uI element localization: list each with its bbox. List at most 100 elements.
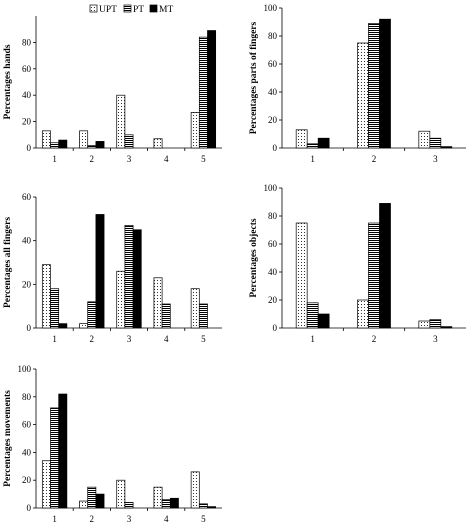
y-tick-label: 80	[22, 37, 32, 47]
bar-mt-1	[58, 323, 68, 329]
y-axis-label: Percentages all fingers	[3, 217, 13, 308]
bar-upt-4	[153, 486, 163, 509]
x-tick-label: 1	[52, 154, 57, 164]
legend-label-upt: UPT	[99, 5, 117, 15]
y-tick-label: 80	[268, 211, 278, 221]
legend-swatch-upt	[89, 4, 98, 13]
bar-upt-1	[295, 129, 308, 149]
bar-pt-3	[124, 134, 134, 149]
bar-upt-3	[116, 479, 126, 509]
legend-item-pt: PT	[123, 4, 144, 15]
bar-upt-2	[357, 299, 369, 329]
legend-label-pt: PT	[133, 5, 144, 15]
y-tick-label: 0	[27, 323, 32, 333]
x-tick-label: 1	[310, 154, 315, 164]
bar-mt-3	[132, 229, 142, 329]
panel-parts-of-fingers: 0 20 40 60 80 100 Percentages parts of fingers…	[249, 3, 466, 164]
y-tick-label: 0	[27, 143, 32, 153]
bar-pt-2	[87, 145, 97, 149]
legend: UPT PT MT	[89, 4, 173, 15]
y-tick-label: 40	[268, 267, 278, 277]
y-axis-label: Percentages parts of fingers	[249, 21, 259, 134]
bar-mt-1	[317, 313, 330, 329]
bar-mt-5	[207, 506, 217, 509]
bar-upt-4	[153, 277, 163, 329]
bar-mt-5	[207, 30, 217, 149]
bar-mt-1	[58, 393, 68, 509]
y-tick-label: 60	[268, 239, 278, 249]
y-tick-label: 20	[22, 117, 32, 127]
bar-pt-1	[306, 302, 319, 329]
bar-mt-4	[169, 497, 179, 509]
x-tick-label: 4	[164, 334, 169, 344]
bar-pt-2	[87, 301, 97, 329]
x-tick-label: 2	[90, 154, 95, 164]
bar-pt-1	[50, 288, 60, 329]
y-tick-label: 60	[268, 59, 278, 69]
bar-upt-2	[79, 500, 89, 509]
y-tick-label: 0	[27, 503, 32, 513]
y-tick-label: 0	[273, 143, 278, 153]
bar-pt-4	[161, 499, 171, 509]
bar-upt-5	[190, 112, 200, 149]
y-tick-label: 20	[22, 475, 32, 485]
y-axis-label: Percentages movements	[3, 390, 13, 487]
legend-label-mt: MT	[159, 5, 173, 15]
x-tick-label: 5	[201, 334, 206, 344]
x-tick-label: 1	[52, 514, 57, 524]
y-axis-label: Percentages objects	[249, 218, 259, 298]
x-tick-label: 5	[201, 154, 206, 164]
y-tick-label: 20	[22, 279, 32, 289]
bar-upt-2	[79, 323, 89, 329]
y-tick-label: 80	[22, 392, 32, 402]
y-tick-label: 100	[264, 3, 278, 13]
y-tick-label: 40	[22, 447, 32, 457]
y-tick-label: 60	[22, 192, 32, 202]
legend-swatch-mt	[149, 4, 158, 13]
x-tick-label: 1	[52, 334, 57, 344]
legend-item-mt: MT	[149, 4, 173, 15]
x-tick-label: 1	[310, 334, 315, 344]
x-tick-label: 3	[127, 514, 132, 524]
x-tick-label: 3	[433, 334, 438, 344]
panel-movements: 0 20 40 60 80 100 Percentages movements 1 2 3 4 5	[3, 364, 222, 524]
x-tick-label: 4	[164, 514, 169, 524]
bar-pt-3	[124, 502, 134, 509]
y-tick-label: 100	[264, 183, 278, 193]
bar-upt-3	[418, 320, 431, 329]
bar-upt-3	[116, 270, 126, 329]
bar-upt-1	[41, 264, 51, 329]
bar-mt-1	[58, 139, 68, 149]
bar-upt-3	[116, 94, 126, 149]
bar-upt-1	[295, 222, 308, 329]
bar-upt-2	[357, 42, 369, 149]
bar-pt-4	[161, 303, 171, 329]
y-tick-label: 20	[268, 115, 278, 125]
bar-pt-2	[368, 23, 380, 149]
x-tick-label: 2	[372, 334, 377, 344]
bar-mt-2	[379, 18, 391, 149]
panel-objects: 0 20 40 60 80 100 Percentages objects 1 2 3	[249, 183, 466, 344]
bar-upt-1	[41, 130, 51, 149]
y-axis-label: Percentages hands	[3, 44, 13, 119]
y-tick-label: 60	[22, 64, 32, 74]
bar-upt-5	[190, 288, 200, 329]
y-tick-label: 0	[273, 323, 278, 333]
x-tick-label: 4	[164, 154, 169, 164]
y-tick-label: 20	[268, 295, 278, 305]
legend-swatch-pt	[123, 4, 132, 13]
panel-hands: 0 20 40 60 80 Percentages hands 1 2 3 4 5	[3, 16, 222, 164]
x-tick-label: 3	[127, 154, 132, 164]
bar-pt-3	[124, 225, 134, 329]
bar-pt-2	[368, 222, 380, 329]
bar-mt-2	[95, 141, 105, 149]
x-tick-label: 3	[433, 154, 438, 164]
bar-pt-1	[50, 142, 60, 149]
panel-all-fingers: 0 20 40 60 Percentages all fingers 1 2 3 4 5	[3, 192, 222, 344]
bar-pt-3	[429, 137, 442, 149]
bar-pt-5	[198, 503, 208, 509]
y-tick-label: 40	[22, 236, 32, 246]
bar-pt-3	[429, 319, 442, 329]
y-tick-label: 80	[268, 31, 278, 41]
